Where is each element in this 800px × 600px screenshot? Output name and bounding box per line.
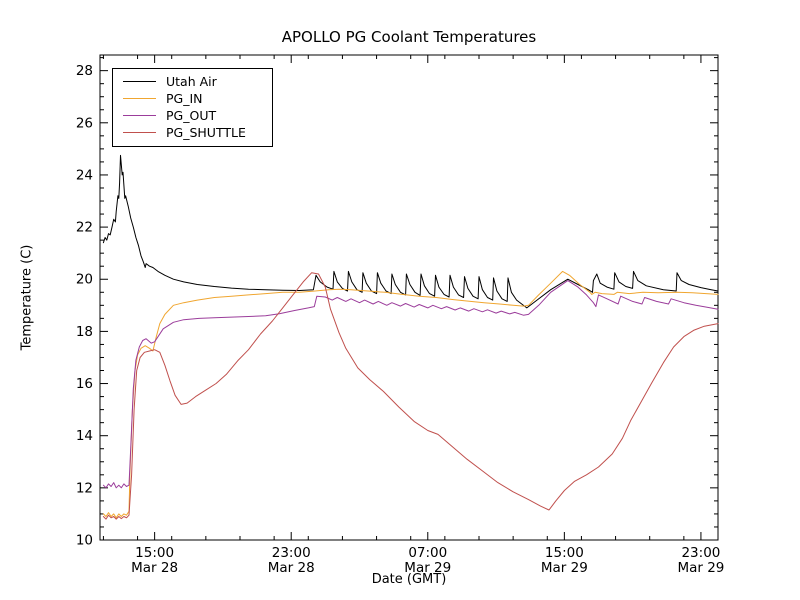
chart-title: APOLLO PG Coolant Temperatures bbox=[281, 28, 537, 46]
x-tick-date-label: Mar 29 bbox=[541, 560, 588, 576]
y-tick-label: 20 bbox=[76, 272, 93, 288]
x-tick-time-label: 15:00 bbox=[135, 545, 174, 561]
x-tick-time-label: 23:00 bbox=[272, 545, 311, 561]
y-axis-label: Temperature (C) bbox=[19, 244, 35, 351]
legend-label: PG_SHUTTLE bbox=[166, 125, 246, 140]
y-tick-label: 22 bbox=[76, 220, 93, 236]
x-tick-time-label: 07:00 bbox=[408, 545, 447, 561]
series-line-pg_shuttle bbox=[102, 272, 719, 520]
legend-swatch bbox=[123, 98, 156, 99]
x-axis-label: Date (GMT) bbox=[371, 572, 447, 587]
legend-label: PG_IN bbox=[166, 91, 203, 106]
plot-frame bbox=[99, 54, 719, 541]
y-tick-label: 18 bbox=[76, 324, 93, 340]
series-line-pg_out bbox=[102, 280, 719, 489]
x-tick-date-label: Mar 28 bbox=[131, 560, 178, 576]
y-tick-label: 24 bbox=[76, 167, 93, 183]
legend: Utah Air PG_IN PG_OUT PG_SHUTTLE bbox=[112, 68, 273, 147]
series-line-pg_in bbox=[102, 270, 719, 519]
y-tick-label: 12 bbox=[76, 480, 93, 496]
y-tick-label: 14 bbox=[76, 428, 93, 444]
y-tick-label: 16 bbox=[76, 376, 93, 392]
x-tick-date-label: Mar 28 bbox=[268, 560, 315, 576]
legend-label: Utah Air bbox=[166, 74, 217, 89]
y-tick-label: 10 bbox=[76, 533, 93, 549]
x-tick-date-label: Mar 29 bbox=[404, 560, 451, 576]
legend-item-utah-air: Utah Air bbox=[113, 73, 272, 90]
series-line-utah-air bbox=[102, 154, 719, 309]
x-tick-date-label: Mar 29 bbox=[677, 560, 724, 576]
legend-swatch bbox=[123, 115, 156, 116]
legend-item-pg-shuttle: PG_SHUTTLE bbox=[113, 124, 272, 141]
legend-item-pg-out: PG_OUT bbox=[113, 107, 272, 124]
y-tick-label: 26 bbox=[76, 115, 93, 131]
legend-swatch bbox=[123, 81, 156, 82]
x-tick-time-label: 15:00 bbox=[545, 545, 584, 561]
legend-item-pg-in: PG_IN bbox=[113, 90, 272, 107]
legend-swatch bbox=[123, 132, 156, 133]
x-tick-time-label: 23:00 bbox=[681, 545, 720, 561]
y-tick-label: 28 bbox=[76, 63, 93, 79]
legend-label: PG_OUT bbox=[166, 108, 217, 123]
